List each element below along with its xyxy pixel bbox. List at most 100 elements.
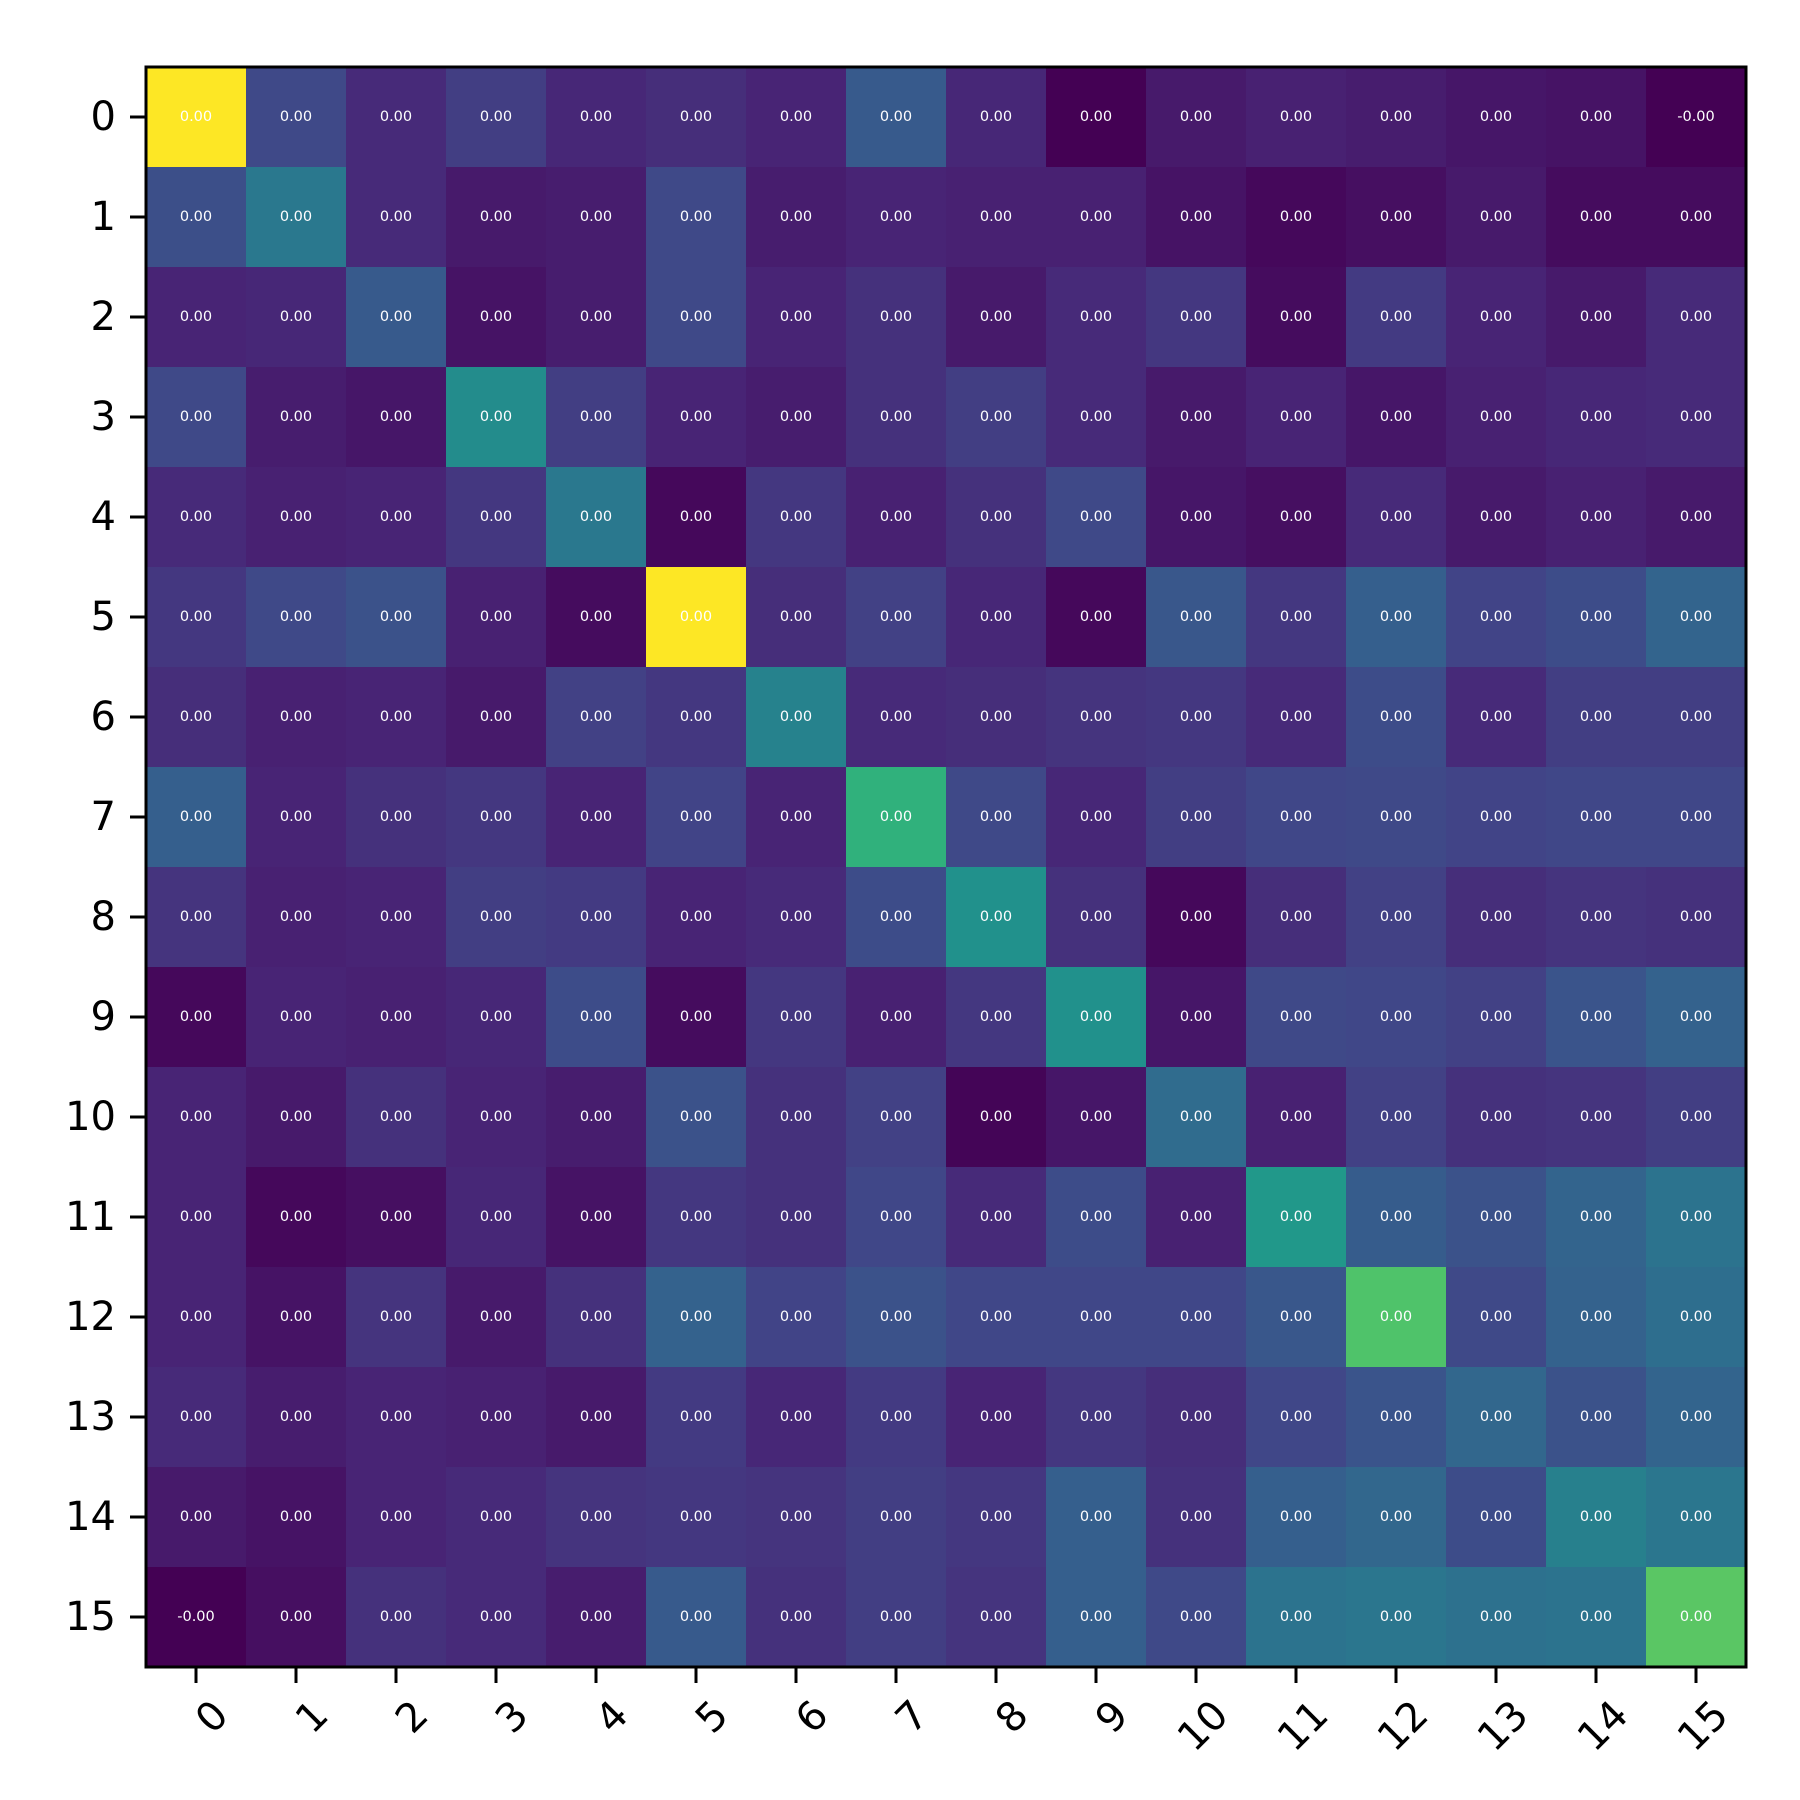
heatmap-cell <box>746 1067 847 1168</box>
heatmap-cell <box>446 667 547 768</box>
heatmap-cell <box>1046 567 1147 668</box>
heatmap-cell <box>646 1067 747 1168</box>
cell-value-label: 0.00 <box>1480 1609 1512 1625</box>
heatmap-cell <box>746 1467 847 1568</box>
heatmap-cell <box>1246 667 1347 768</box>
heatmap-cell <box>546 1067 647 1168</box>
cell-value-label: 0.00 <box>280 709 312 725</box>
heatmap-cell <box>246 667 347 768</box>
cell-value-label: 0.00 <box>1180 609 1212 625</box>
cell-value-label: 0.00 <box>380 1609 412 1625</box>
cell-value-label: 0.00 <box>1580 809 1612 825</box>
cell-value-label: 0.00 <box>1580 1309 1612 1325</box>
cell-value-label: 0.00 <box>980 1109 1012 1125</box>
cell-value-label: 0.00 <box>1380 1609 1412 1625</box>
heatmap-cell <box>1346 1067 1447 1168</box>
heatmap-cell <box>846 67 947 168</box>
heatmap-cell-labels: 0.00 0.00 0.00 0.00 0.00 0.00 0.00 0.00 0.00 0.00… <box>177 109 1715 1625</box>
cell-value-label: 0.00 <box>480 1009 512 1025</box>
cell-value-label: 0.00 <box>480 809 512 825</box>
heatmap-cell <box>746 867 847 968</box>
cell-value-label: 0.00 <box>280 409 312 425</box>
heatmap-cell <box>446 267 547 368</box>
heatmap-cell <box>1046 967 1147 1068</box>
cell-value-label: 0.00 <box>980 809 1012 825</box>
heatmap-cell <box>1146 1567 1247 1668</box>
heatmap-cell <box>1146 1067 1247 1168</box>
cell-value-label: 0.00 <box>680 1109 712 1125</box>
cell-value-label: 0.00 <box>1680 809 1712 825</box>
cell-value-label: 0.00 <box>680 809 712 825</box>
heatmap-cell <box>1246 1367 1347 1468</box>
cell-value-label: 0.00 <box>1380 409 1412 425</box>
heatmap-cell <box>1046 1467 1147 1568</box>
cell-value-label: 0.00 <box>780 609 812 625</box>
heatmap-cell <box>246 467 347 568</box>
heatmap-cell <box>846 867 947 968</box>
heatmap-cell <box>1546 1567 1647 1668</box>
cell-value-label: 0.00 <box>780 209 812 225</box>
y-tick-label: 12 <box>65 1294 116 1340</box>
heatmap-cell <box>546 67 647 168</box>
heatmap-cell <box>1346 1267 1447 1368</box>
cell-value-label: 0.00 <box>1580 1109 1612 1125</box>
heatmap-cell <box>1646 667 1747 768</box>
cell-value-label: 0.00 <box>780 109 812 125</box>
cell-value-label: 0.00 <box>580 1509 612 1525</box>
cell-value-label: 0.00 <box>580 809 612 825</box>
heatmap-cell <box>246 267 347 368</box>
heatmap-cell <box>146 367 247 468</box>
heatmap-cell <box>1646 167 1747 268</box>
heatmap-cell <box>146 467 247 568</box>
heatmap-cell <box>1646 67 1747 168</box>
heatmap-cell <box>646 1267 747 1368</box>
cell-value-label: 0.00 <box>1480 509 1512 525</box>
cell-value-label: 0.00 <box>1080 1109 1112 1125</box>
heatmap-cell <box>1146 1367 1247 1468</box>
heatmap-cell <box>1346 1167 1447 1268</box>
cell-value-label: 0.00 <box>1480 1109 1512 1125</box>
heatmap-cell <box>446 1267 547 1368</box>
heatmap-cell <box>646 767 747 868</box>
cell-value-label: 0.00 <box>980 1009 1012 1025</box>
heatmap-cell <box>1346 667 1447 768</box>
heatmap-cell <box>1546 1067 1647 1168</box>
cell-value-label: 0.00 <box>1380 1309 1412 1325</box>
heatmap-cell <box>746 1367 847 1468</box>
heatmap-cell <box>646 1367 747 1468</box>
heatmap-cell <box>146 167 247 268</box>
heatmap-cell <box>1546 467 1647 568</box>
heatmap-cell <box>1046 367 1147 468</box>
heatmap-cell <box>446 167 547 268</box>
heatmap-cell <box>1146 867 1247 968</box>
cell-value-label: 0.00 <box>880 1309 912 1325</box>
heatmap-cell <box>1246 467 1347 568</box>
heatmap-cell <box>1246 1067 1347 1168</box>
heatmap-cell <box>1546 267 1647 368</box>
cell-value-label: 0.00 <box>980 309 1012 325</box>
heatmap-cell <box>1146 1267 1247 1368</box>
cell-value-label: 0.00 <box>280 909 312 925</box>
heatmap-cell <box>646 267 747 368</box>
heatmap-cell <box>1046 1567 1147 1668</box>
cell-value-label: 0.00 <box>1580 509 1612 525</box>
cell-value-label: 0.00 <box>1180 1209 1212 1225</box>
cell-value-label: 0.00 <box>380 909 412 925</box>
heatmap-cell <box>1046 867 1147 968</box>
cell-value-label: 0.00 <box>680 1209 712 1225</box>
heatmap-cell <box>146 667 247 768</box>
heatmap-cell <box>746 967 847 1068</box>
heatmap-cell <box>546 167 647 268</box>
cell-value-label: 0.00 <box>1080 909 1112 925</box>
cell-value-label: 0.00 <box>1380 209 1412 225</box>
heatmap-cell <box>946 1167 1047 1268</box>
heatmap-cell <box>846 367 947 468</box>
heatmap-cells <box>146 67 1747 1668</box>
cell-value-label: 0.00 <box>1180 1609 1212 1625</box>
heatmap-cell <box>1346 267 1447 368</box>
heatmap-cell <box>1546 867 1647 968</box>
cell-value-label: 0.00 <box>880 1409 912 1425</box>
cell-value-label: 0.00 <box>180 1509 212 1525</box>
heatmap-cell <box>1446 1267 1547 1368</box>
cell-value-label: 0.00 <box>180 1409 212 1425</box>
